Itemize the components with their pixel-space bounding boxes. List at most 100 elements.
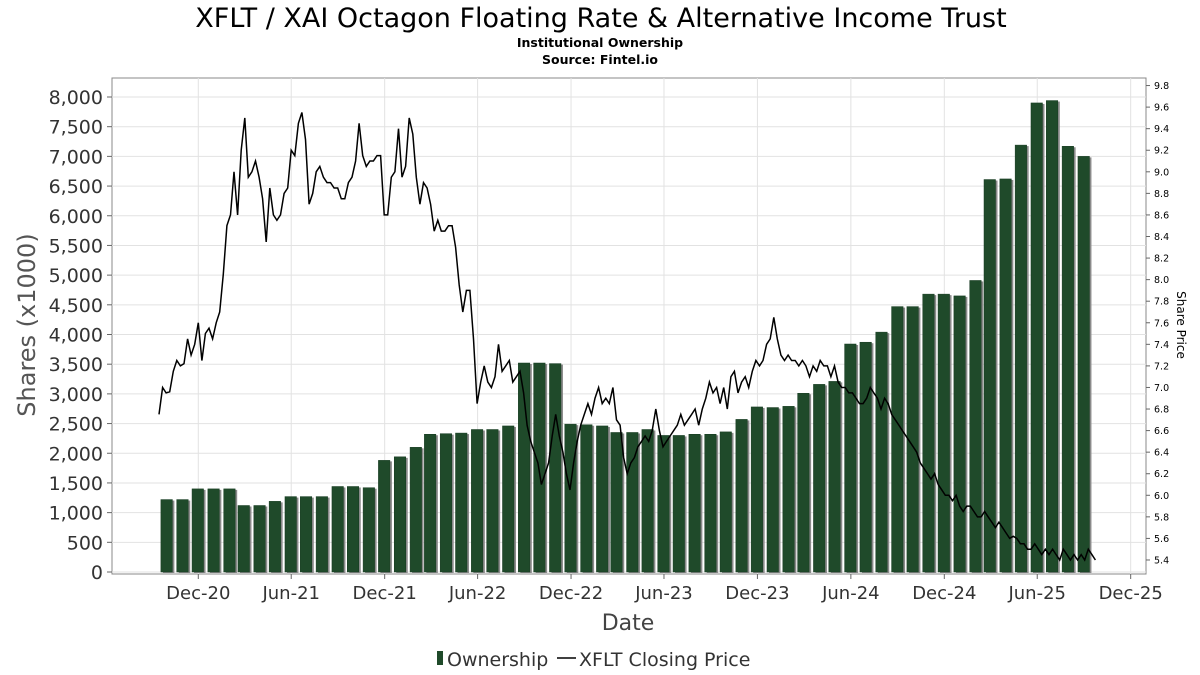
bar <box>580 424 593 573</box>
bar <box>953 295 966 573</box>
left-tick-label: 3,000 <box>49 384 103 406</box>
bar <box>176 499 189 573</box>
right-tick-label: 6.6 <box>1154 426 1169 437</box>
x-tick-label: Jun-23 <box>634 583 693 604</box>
left-tick-label: 4,000 <box>49 325 103 347</box>
x-tick-label: Jun-22 <box>448 583 507 604</box>
legend-ownership-swatch <box>437 651 443 665</box>
x-axis: Dec-20 Jun-21 Dec-21 Jun-22 Dec-22 Jun-23 Dec-… <box>166 574 1163 604</box>
y-axis-left-label: Shares (x1000) <box>13 233 41 416</box>
bar <box>969 280 982 573</box>
bar <box>237 505 250 573</box>
bar <box>641 429 654 573</box>
x-tick-label: Dec-21 <box>353 583 417 604</box>
left-tick-label: 5,000 <box>49 265 103 287</box>
bar <box>782 406 795 573</box>
right-tick-label: 6.0 <box>1154 491 1169 502</box>
right-tick-label: 7.8 <box>1154 297 1169 308</box>
bar <box>844 343 857 573</box>
bar <box>549 363 562 573</box>
bar <box>891 306 904 573</box>
bar <box>253 505 266 573</box>
right-tick-label: 7.2 <box>1154 361 1169 372</box>
bar <box>922 293 935 573</box>
bar <box>735 419 748 573</box>
bar <box>300 496 313 573</box>
x-tick-label: Dec-24 <box>912 583 976 604</box>
legend-ownership-label: Ownership <box>447 649 548 671</box>
left-tick-label: 3,500 <box>49 354 103 376</box>
legend-price-label: XFLT Closing Price <box>579 649 750 671</box>
bar <box>502 425 515 573</box>
bar <box>828 381 841 573</box>
left-tick-label: 8,000 <box>49 87 103 109</box>
bar <box>362 487 375 573</box>
bar <box>999 178 1012 573</box>
right-tick-label: 9.8 <box>1154 81 1169 92</box>
right-tick-label: 6.4 <box>1154 448 1169 459</box>
bar <box>439 433 452 573</box>
bar <box>859 341 872 573</box>
x-tick-label: Jun-21 <box>261 583 320 604</box>
bar <box>1046 100 1059 573</box>
bar <box>315 496 328 573</box>
right-tick-label: 5.8 <box>1154 512 1169 523</box>
bar <box>797 393 810 573</box>
bar <box>1030 102 1043 573</box>
right-tick-label: 6.8 <box>1154 405 1169 416</box>
bar <box>688 434 701 573</box>
x-tick-label: Dec-22 <box>539 583 603 604</box>
left-tick-label: 7,500 <box>49 117 103 139</box>
right-tick-label: 9.2 <box>1154 146 1169 157</box>
bar <box>564 423 577 573</box>
x-tick-label: Jun-24 <box>821 583 880 604</box>
bar <box>424 434 437 573</box>
right-tick-label: 7.0 <box>1154 383 1169 394</box>
bar <box>596 425 609 573</box>
left-tick-label: 1,500 <box>49 473 103 495</box>
ownership-bars <box>160 100 1092 573</box>
x-tick-label: Dec-23 <box>725 583 789 604</box>
left-tick-label: 2,000 <box>49 443 103 465</box>
left-tick-label: 5,500 <box>49 235 103 257</box>
bar <box>518 362 531 573</box>
bar <box>331 486 344 573</box>
bar <box>813 384 826 573</box>
right-tick-label: 9.6 <box>1154 103 1169 114</box>
right-tick-label: 8.8 <box>1154 189 1169 200</box>
left-tick-label: 6,500 <box>49 176 103 198</box>
bar <box>409 447 422 573</box>
bar <box>766 407 779 573</box>
x-axis-label: Date <box>602 611 655 636</box>
left-tick-label: 4,500 <box>49 295 103 317</box>
bar <box>906 306 919 573</box>
right-tick-label: 6.2 <box>1154 469 1169 480</box>
chart-subtitle: Institutional Ownership <box>517 35 683 50</box>
bar <box>223 488 236 573</box>
bar <box>268 501 281 573</box>
right-tick-label: 7.6 <box>1154 318 1169 329</box>
right-tick-label: 8.4 <box>1154 232 1169 243</box>
bar <box>1014 144 1027 573</box>
bar <box>875 331 888 573</box>
x-tick-label: Jun-25 <box>1007 583 1066 604</box>
bar <box>284 496 297 573</box>
price-line <box>158 112 1097 562</box>
bar <box>160 499 173 573</box>
left-tick-label: 2,500 <box>49 414 103 436</box>
bar <box>983 179 996 573</box>
chart-title: XFLT / XAI Octagon Floating Rate & Alter… <box>195 3 1006 34</box>
right-tick-label: 7.4 <box>1154 340 1169 351</box>
right-tick-label: 5.6 <box>1154 534 1169 545</box>
left-tick-label: 0 <box>91 562 103 584</box>
bar <box>1061 146 1074 573</box>
left-tick-label: 6,000 <box>49 206 103 228</box>
bar <box>704 434 717 573</box>
left-axis: 0 500 1,000 1,500 2,000 2,500 3,000 3,500 4,000 4… <box>49 87 112 584</box>
bar <box>455 432 468 573</box>
right-tick-label: 9.4 <box>1154 124 1169 135</box>
right-tick-label: 8.0 <box>1154 275 1169 286</box>
y-axis-right-label: Share Price <box>1174 291 1188 359</box>
bar <box>347 486 360 573</box>
